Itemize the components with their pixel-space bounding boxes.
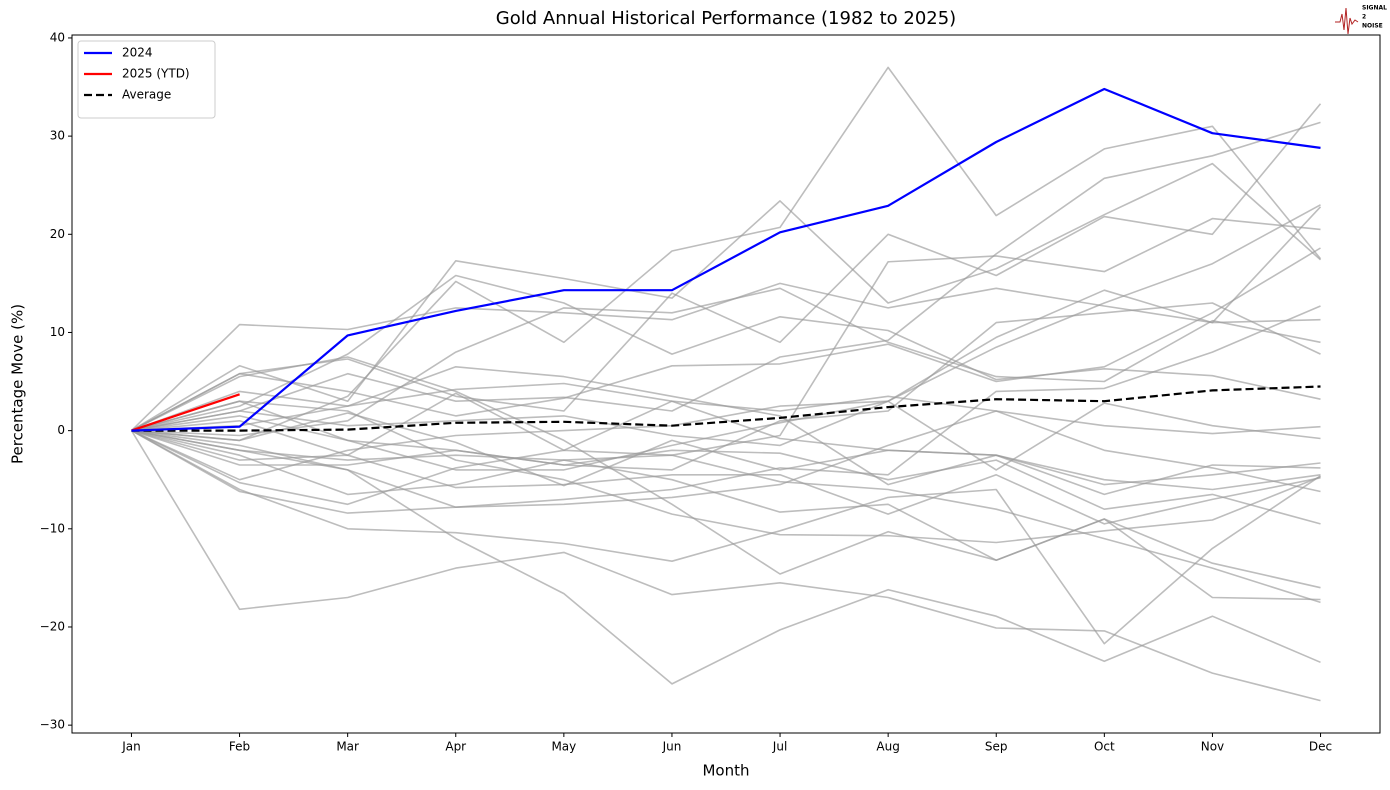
history-line <box>131 247 1321 432</box>
legend-box <box>77 40 216 119</box>
legend-label: 2024 <box>122 46 153 60</box>
legend-label: 2025 (YTD) <box>122 67 190 81</box>
legend: 2024 2025 (YTD) Average <box>77 40 216 119</box>
legend-label: Average <box>122 88 171 102</box>
history-line <box>131 274 1321 432</box>
y-tick-label: 0 <box>57 423 65 437</box>
x-tick-label: Sep <box>985 740 1008 754</box>
y-tick-label: 30 <box>50 129 65 143</box>
history-line <box>131 204 1321 481</box>
history-line <box>131 382 1321 435</box>
history-line <box>131 121 1321 432</box>
history-line <box>131 412 1321 491</box>
history-line <box>131 429 1321 589</box>
plot-frame <box>71 34 1381 734</box>
series-line <box>131 393 240 432</box>
x-tick-label: Mar <box>336 740 359 754</box>
x-tick-label: May <box>551 740 576 754</box>
x-tick-label: Aug <box>876 740 899 754</box>
x-tick-label: Nov <box>1201 740 1224 754</box>
x-tick-label: Jul <box>772 740 787 754</box>
history-line <box>131 410 1321 514</box>
y-tick-label: −20 <box>40 619 65 633</box>
y-tick-label: −10 <box>40 521 65 535</box>
history-line <box>130 430 1321 702</box>
x-tick-label: Jan <box>121 740 141 754</box>
x-tick-label: Feb <box>229 740 250 754</box>
history-line <box>131 392 1321 496</box>
x-tick-label: Apr <box>445 740 466 754</box>
logo-text: SIGNAL <box>1362 5 1387 12</box>
logo-bg <box>1333 3 1385 35</box>
history-line <box>131 400 1321 471</box>
history-line <box>131 356 1321 601</box>
logo-text: NOISE <box>1362 23 1383 30</box>
history-line <box>130 282 1321 432</box>
history-line <box>131 429 1321 645</box>
history-line <box>131 429 1321 604</box>
series-line <box>131 385 1321 432</box>
logo-text: 2 <box>1362 14 1366 21</box>
history-line <box>131 429 1321 525</box>
history-line <box>131 302 1321 471</box>
x-tick-label: Oct <box>1094 740 1115 754</box>
y-tick-label: 10 <box>50 325 65 339</box>
x-axis-label: Month <box>702 762 749 780</box>
series-line <box>131 87 1321 432</box>
history-line <box>131 103 1322 432</box>
y-axis-label: Percentage Move (%) <box>9 304 27 464</box>
y-tick-label: 20 <box>50 227 65 241</box>
y-tick-label: −30 <box>40 718 65 732</box>
x-tick-label: Dec <box>1309 740 1332 754</box>
x-tick-label: Jun <box>662 740 682 754</box>
y-tick-label: 40 <box>50 30 65 44</box>
history-line <box>131 162 1322 432</box>
history-line <box>131 305 1321 508</box>
logo-wave <box>1335 7 1359 35</box>
logo: SIGNAL 2 NOISE <box>1333 3 1387 35</box>
chart-title: Gold Annual Historical Performance (1982… <box>496 8 956 29</box>
